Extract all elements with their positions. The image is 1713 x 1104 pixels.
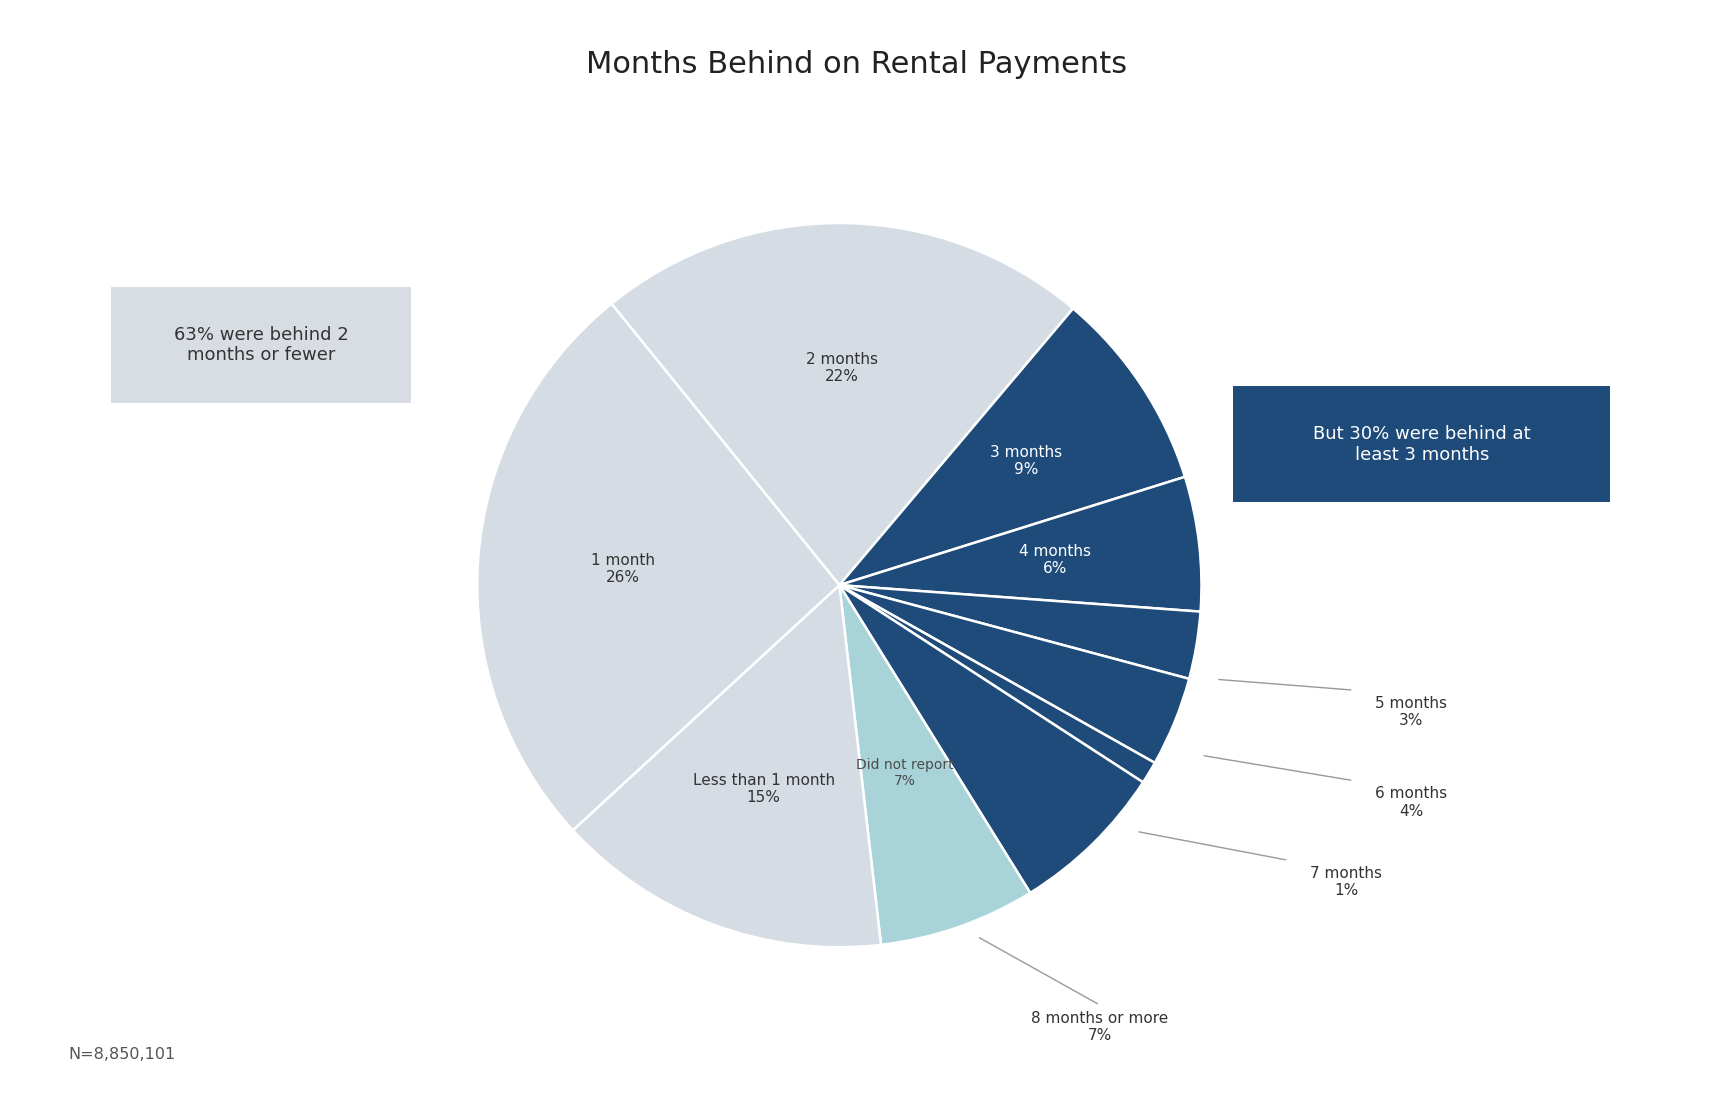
Text: 4 months
6%: 4 months 6% (1019, 544, 1091, 576)
Wedge shape (839, 308, 1185, 585)
Wedge shape (839, 585, 1143, 893)
Text: 5 months
3%: 5 months 3% (1376, 696, 1447, 728)
Wedge shape (572, 585, 880, 947)
Wedge shape (612, 223, 1072, 585)
Text: But 30% were behind at
least 3 months: But 30% were behind at least 3 months (1312, 425, 1531, 464)
Text: 63% were behind 2
months or fewer: 63% were behind 2 months or fewer (173, 326, 349, 364)
Text: Did not report
7%: Did not report 7% (856, 758, 954, 788)
Text: Months Behind on Rental Payments: Months Behind on Rental Payments (586, 50, 1127, 78)
Text: 3 months
9%: 3 months 9% (990, 445, 1062, 477)
Wedge shape (839, 585, 1030, 945)
Wedge shape (839, 585, 1155, 783)
Text: Less than 1 month
15%: Less than 1 month 15% (692, 773, 834, 805)
Text: 8 months or more
7%: 8 months or more 7% (1031, 1010, 1168, 1043)
Wedge shape (839, 585, 1189, 763)
Text: N=8,850,101: N=8,850,101 (69, 1047, 176, 1062)
Wedge shape (839, 477, 1201, 612)
Text: 6 months
4%: 6 months 4% (1376, 786, 1447, 818)
Text: 7 months
1%: 7 months 1% (1310, 866, 1382, 899)
Text: 2 months
22%: 2 months 22% (805, 352, 877, 384)
Wedge shape (839, 585, 1201, 679)
Wedge shape (478, 304, 839, 830)
Text: 1 month
26%: 1 month 26% (591, 553, 654, 585)
